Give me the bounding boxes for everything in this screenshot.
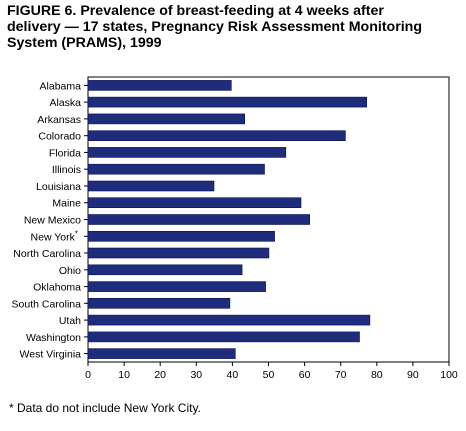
category-label: North Carolina xyxy=(13,248,81,260)
chart-title-line-2: delivery — 17 states, Pregnancy Risk Ass… xyxy=(7,19,423,35)
bar xyxy=(87,264,243,276)
x-tick-label: 40 xyxy=(227,369,239,381)
x-tick-label: 70 xyxy=(335,369,347,381)
bar xyxy=(87,231,275,242)
category-label: South Carolina xyxy=(12,298,82,310)
x-tick-label: 30 xyxy=(190,369,202,381)
category-label: Illinois xyxy=(52,164,81,176)
category-label: Utah xyxy=(59,315,81,327)
x-tick-label: 80 xyxy=(371,369,383,381)
bar xyxy=(87,214,310,225)
bar xyxy=(87,163,265,175)
x-tick-label: 50 xyxy=(263,369,275,381)
category-label: Florida xyxy=(49,147,81,159)
bar xyxy=(87,297,231,309)
chart-title: FIGURE 6. Prevalence of breast-feeding a… xyxy=(7,3,459,51)
x-tick-label: 60 xyxy=(299,369,311,381)
bar xyxy=(87,80,232,91)
chart-title-line-3: System (PRAMS), 1999 xyxy=(7,35,162,51)
category-label: Oklahoma xyxy=(33,282,81,294)
category-label: Alabama xyxy=(40,80,82,92)
category-label: New York* xyxy=(31,229,78,243)
x-tick-label: 100 xyxy=(440,369,458,381)
category-label: Alaska xyxy=(49,97,81,109)
x-tick-label: 90 xyxy=(407,369,419,381)
bar xyxy=(87,96,368,108)
bar xyxy=(87,348,236,359)
category-label: Louisiana xyxy=(36,181,81,193)
x-tick-label: 20 xyxy=(154,369,166,381)
bar xyxy=(87,197,302,208)
x-tick-label: 10 xyxy=(118,369,130,381)
bar xyxy=(87,331,360,343)
category-label: Maine xyxy=(52,198,81,210)
category-label: West Virginia xyxy=(20,349,82,361)
bar xyxy=(87,130,346,141)
footnote: * Data do not include New York City. xyxy=(9,401,201,415)
category-label: Arkansas xyxy=(37,114,81,126)
bar xyxy=(87,281,266,292)
category-label: Colorado xyxy=(38,131,81,143)
chart-title-line-1: FIGURE 6. Prevalence of breast-feeding a… xyxy=(7,3,384,19)
bar xyxy=(87,147,287,158)
category-label: Ohio xyxy=(59,265,81,277)
x-tick-label: 0 xyxy=(85,369,91,381)
bar xyxy=(87,113,245,125)
bar xyxy=(87,247,270,259)
category-label: New Mexico xyxy=(24,215,81,227)
category-label: Washington xyxy=(26,332,81,344)
bar xyxy=(87,314,371,326)
bar xyxy=(87,180,215,192)
